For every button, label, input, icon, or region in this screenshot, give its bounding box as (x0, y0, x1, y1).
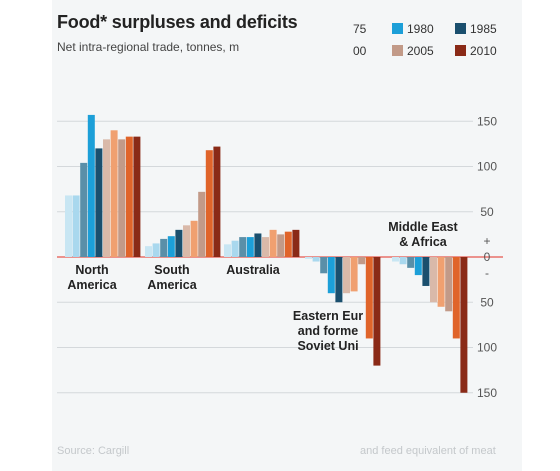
bar (95, 148, 103, 257)
bar (72, 195, 80, 257)
legend-swatch (392, 23, 403, 34)
legend-item-1985: 1985 (455, 22, 497, 36)
bar (350, 257, 358, 292)
bar (183, 225, 190, 257)
bar (224, 244, 231, 257)
bar (327, 257, 335, 294)
bar (392, 257, 399, 262)
bar (452, 257, 460, 339)
legend-label: 2005 (407, 44, 434, 58)
category-label: North (75, 263, 108, 277)
bar (198, 191, 206, 257)
bar (145, 246, 152, 257)
bar (277, 234, 285, 257)
bar (430, 257, 437, 303)
bar (365, 257, 373, 339)
bar (103, 139, 110, 257)
bar (118, 139, 126, 257)
bar (414, 257, 422, 276)
y-tick-label: 50 (480, 295, 494, 309)
bar (160, 238, 168, 257)
category-label: and forme (298, 324, 358, 338)
bar (246, 237, 254, 257)
bar (335, 257, 343, 303)
y-tick-label: 150 (477, 386, 497, 400)
bar (407, 257, 415, 268)
legend-item-1975: 75 (353, 22, 366, 36)
bar (262, 237, 269, 257)
bar (213, 146, 221, 257)
legend-swatch (392, 45, 403, 56)
y-tick-label: 150 (477, 114, 497, 128)
category-label: Middle East (388, 220, 458, 234)
bar (133, 136, 141, 257)
legend-item-2010: 2010 (455, 44, 497, 58)
bar (110, 130, 118, 257)
y-tick-label: - (485, 266, 489, 280)
bar (231, 240, 239, 257)
category-label: & Africa (399, 235, 448, 249)
bar (152, 243, 160, 257)
bar (437, 257, 445, 307)
bar (125, 136, 133, 257)
legend-item-2005: 2005 (392, 44, 434, 58)
bar (445, 257, 453, 312)
bar (167, 236, 175, 257)
bar (320, 257, 328, 274)
y-tick-label: + (483, 234, 490, 248)
bar (373, 257, 381, 366)
legend-label: 1985 (470, 22, 497, 36)
bar (65, 195, 72, 257)
bar (175, 229, 183, 257)
bar (358, 257, 366, 265)
legend-swatch (455, 45, 466, 56)
legend-label: 1980 (407, 22, 434, 36)
bar (312, 257, 320, 262)
bar (422, 257, 430, 286)
bar (205, 150, 213, 257)
legend-label: 75 (353, 22, 367, 36)
category-label: Eastern Eur (293, 309, 363, 323)
bar (190, 220, 198, 257)
category-label: Australia (226, 263, 281, 277)
category-label: South (154, 263, 189, 277)
y-tick-label: 0 (484, 250, 491, 264)
y-tick-label: 100 (477, 341, 497, 355)
bar (80, 162, 88, 257)
bar (343, 257, 350, 294)
y-tick-label: 100 (477, 160, 497, 174)
legend-label: 2010 (470, 44, 497, 58)
legend-label: 00 (353, 44, 367, 58)
bar (292, 229, 300, 257)
bar (239, 237, 247, 257)
bar (460, 257, 468, 393)
bar (269, 229, 277, 257)
chart-subtitle: Net intra-regional trade, tonnes, m (57, 40, 240, 54)
source-note: Source: Cargill (57, 445, 130, 457)
category-label: Soviet Uni (297, 339, 358, 353)
legend-item-1980: 1980 (392, 22, 434, 36)
footnote: and feed equivalent of meat (360, 445, 496, 457)
bar (254, 233, 262, 257)
bar (399, 257, 407, 265)
bar (284, 231, 292, 257)
legend-item-2000: 00 (353, 44, 366, 58)
chart-title: Food* surpluses and deficits (57, 12, 298, 32)
category-label: America (147, 278, 197, 292)
bar (305, 257, 312, 259)
y-tick-label: 50 (480, 205, 494, 219)
bar (87, 114, 95, 257)
legend-swatch (455, 23, 466, 34)
category-label: America (67, 278, 117, 292)
